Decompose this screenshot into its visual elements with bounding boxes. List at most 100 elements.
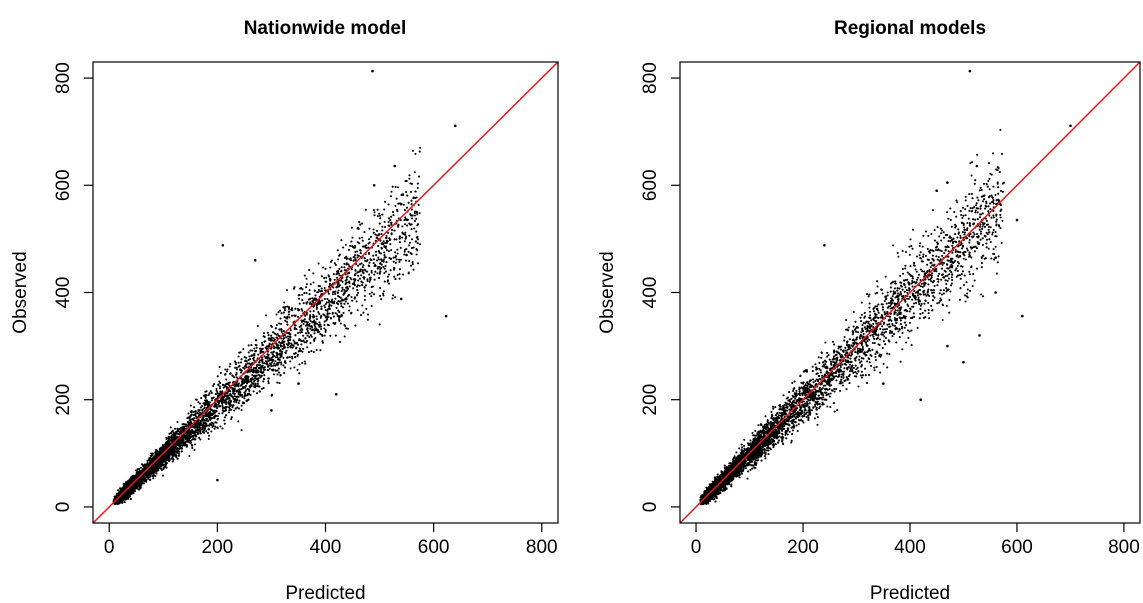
data-point: [340, 239, 343, 242]
data-point: [264, 346, 267, 349]
data-point: [262, 387, 265, 390]
data-point: [240, 358, 243, 361]
data-point: [336, 313, 339, 316]
data-point: [256, 384, 259, 387]
data-point: [308, 293, 311, 296]
data-point: [412, 197, 415, 200]
data-point: [334, 321, 337, 324]
data-point: [228, 365, 231, 368]
data-point: [410, 238, 414, 241]
data-point: [394, 261, 397, 264]
data-point: [358, 242, 361, 245]
data-point: [225, 398, 228, 401]
data-point: [198, 421, 201, 424]
data-point: [334, 312, 337, 315]
data-point: [189, 404, 192, 407]
data-point: [255, 378, 258, 381]
data-point: [209, 390, 212, 393]
data-point: [377, 265, 380, 268]
data-point: [378, 272, 381, 275]
data-point: [324, 329, 327, 332]
data-point: [332, 273, 335, 276]
data-point: [191, 446, 194, 449]
data-point: [312, 309, 315, 313]
data-point: [411, 214, 414, 217]
data-point: [270, 334, 273, 337]
data-point: [256, 324, 259, 328]
data-point: [348, 309, 351, 312]
data-point: [307, 298, 310, 301]
data-point: [315, 318, 318, 321]
data-point: [358, 277, 362, 280]
data-point: [278, 382, 281, 385]
data-point: [358, 284, 361, 287]
data-point: [390, 215, 393, 218]
data-point: [257, 377, 260, 380]
data-point: [255, 339, 258, 342]
data-point: [256, 392, 259, 395]
data-point: [370, 295, 373, 298]
data-point: [390, 248, 393, 252]
data-point: [285, 336, 288, 339]
data-point: [370, 269, 373, 272]
data-point: [323, 277, 326, 280]
data-point: [284, 351, 287, 354]
data-point: [194, 435, 197, 438]
data-point: [336, 276, 339, 279]
data-point: [348, 265, 351, 268]
data-point: [233, 376, 236, 379]
data-point: [189, 439, 192, 442]
data-point: [287, 310, 290, 313]
data-point: [351, 299, 354, 302]
data-point: [223, 422, 226, 425]
data-point: [366, 278, 369, 281]
data-point: [231, 406, 234, 409]
data-point: [159, 458, 162, 461]
data-point: [252, 356, 256, 359]
data-point: [360, 274, 363, 277]
data-point: [225, 386, 228, 389]
data-point: [310, 329, 313, 332]
data-point: [340, 313, 343, 316]
data-point: [362, 311, 365, 314]
data-point: [383, 251, 386, 254]
data-point: [243, 355, 246, 359]
data-point: [257, 353, 260, 356]
data-point: [245, 384, 248, 387]
data-point: [167, 437, 171, 440]
data-point: [189, 436, 192, 439]
data-point: [219, 371, 222, 374]
data-point: [301, 293, 304, 296]
data-point: [170, 430, 173, 433]
data-point: [150, 455, 153, 458]
data-point: [316, 291, 319, 294]
data-point: [224, 394, 227, 397]
data-point: [154, 470, 157, 473]
data-point: [405, 224, 409, 227]
data-point: [323, 320, 326, 323]
data-point: [187, 434, 190, 437]
data-point: [291, 355, 294, 358]
data-point: [404, 231, 407, 234]
data-point: [176, 447, 179, 450]
data-point: [317, 262, 320, 265]
data-point: [280, 330, 283, 333]
data-point: [252, 359, 255, 362]
data-point: [323, 327, 326, 330]
data-point: [259, 376, 262, 379]
data-point: [233, 387, 236, 390]
data-point: [320, 333, 324, 336]
data-point: [284, 306, 287, 309]
data-point: [333, 278, 336, 281]
data-point: [280, 312, 283, 315]
data-point: [231, 374, 234, 377]
data-point: [301, 309, 304, 312]
data-point: [152, 452, 155, 455]
data-point: [386, 280, 389, 283]
data-point: [383, 256, 386, 259]
data-point: [278, 371, 281, 374]
data-point: [410, 228, 413, 231]
data-point: [265, 356, 268, 359]
data-point: [364, 259, 367, 262]
data-point: [137, 471, 140, 474]
